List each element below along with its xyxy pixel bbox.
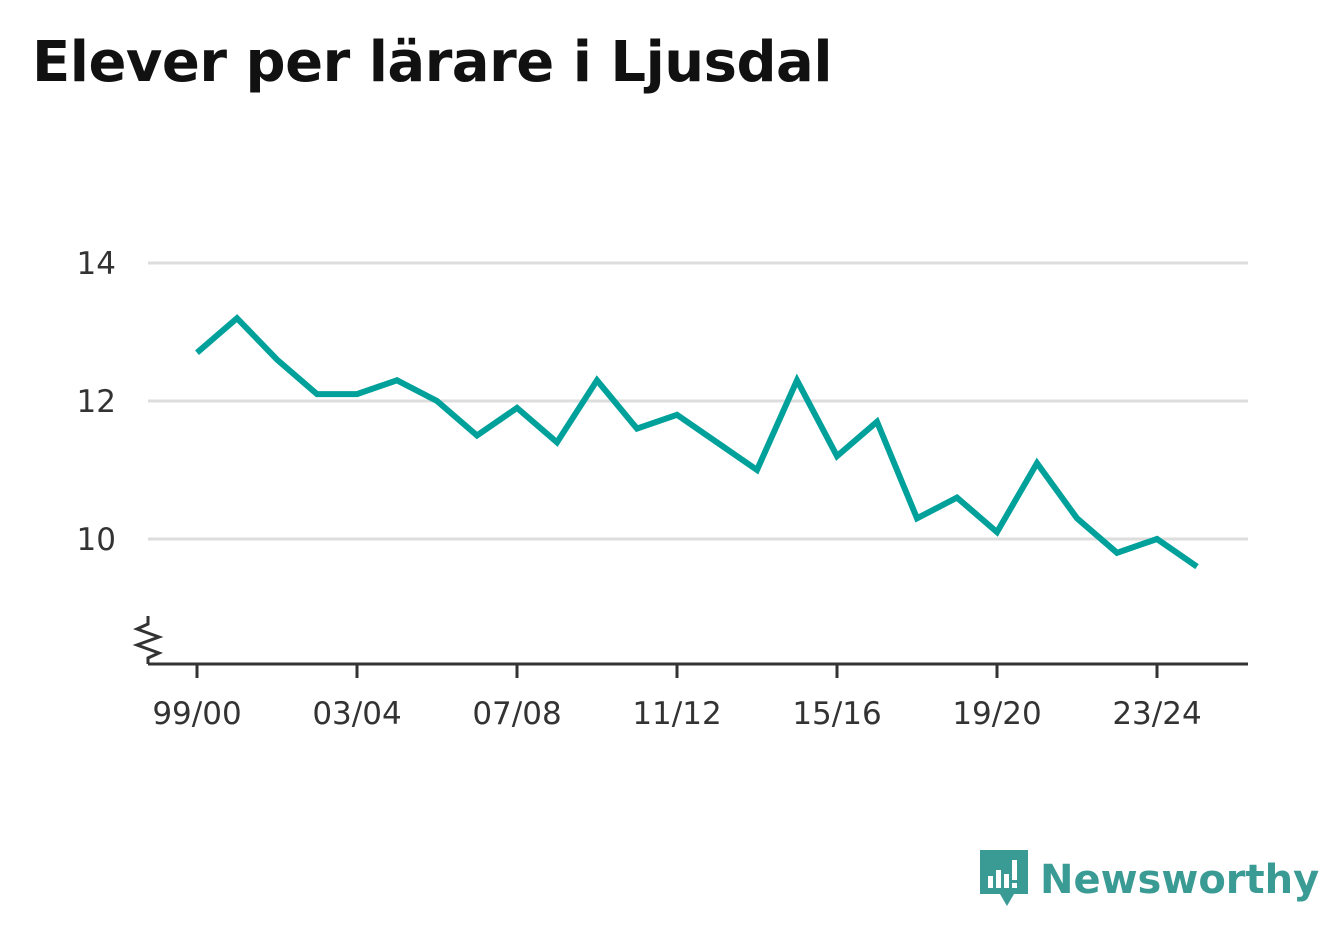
x-tick-label: 15/16: [792, 696, 881, 732]
series-line: [195, 314, 1199, 570]
chart-title: Elever per lärare i Ljusdal: [32, 30, 833, 95]
y-axis: 10 12 14: [77, 246, 164, 664]
y-tick-label: 14: [77, 246, 116, 282]
brand-name: Newsworthy: [1040, 857, 1320, 903]
newsworthy-logo-icon: [980, 850, 1028, 906]
x-tick-label: 11/12: [632, 696, 721, 732]
y-tick-label: 10: [77, 522, 116, 558]
x-tick-label: 07/08: [472, 696, 561, 732]
y-tick-label: 12: [77, 384, 116, 420]
x-tick-label: 03/04: [312, 696, 401, 732]
x-tick-label: 23/24: [1112, 696, 1201, 732]
axis-break-icon: [132, 616, 164, 664]
gridlines: [148, 261, 1248, 541]
x-tick-label: 19/20: [952, 696, 1041, 732]
x-tick-label: 99/00: [152, 696, 241, 732]
x-axis: 99/00 03/04 07/08 11/12 15/16 19/20 23/24: [148, 662, 1248, 732]
series-layer: [195, 314, 1199, 570]
brand-logo: Newsworthy: [980, 848, 1319, 912]
